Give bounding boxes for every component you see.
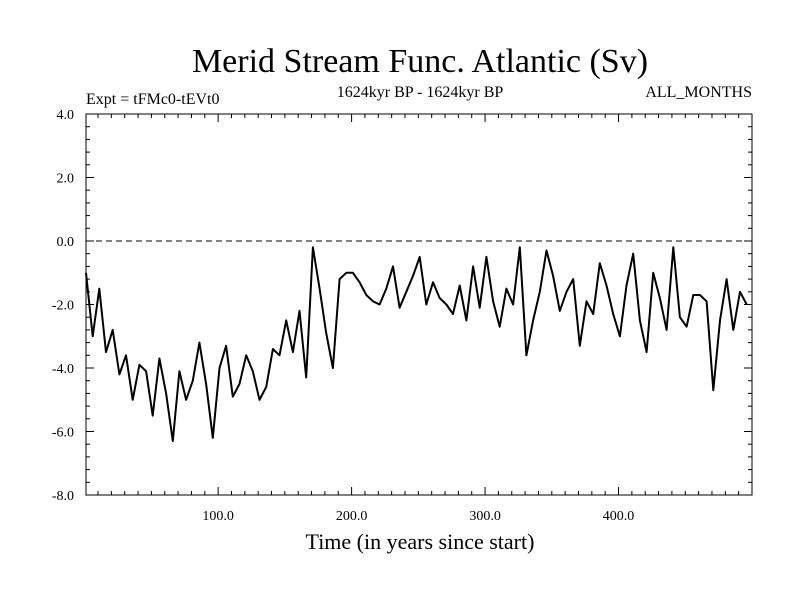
y-tick-label: 2.0: [57, 172, 75, 187]
series-line: [85, 246, 748, 442]
y-tick-label: 0.0: [57, 235, 75, 250]
x-axis: 100.0 200.0 300.0 400.0: [97, 114, 740, 524]
y-tick-label: -6.0: [52, 426, 74, 441]
x-axis-label: Time (in years since start): [306, 529, 535, 554]
x-tick-label: 400.0: [603, 509, 635, 524]
x-tick-label: 300.0: [469, 509, 501, 524]
y-tick-label: -8.0: [52, 489, 74, 504]
months-label: ALL_MONTHS: [645, 84, 752, 101]
chart-title: Merid Stream Func. Atlantic (Sv): [192, 43, 648, 80]
y-axis: 4.0 2.0 0.0 -2.0 -4.0 -6.0 -8.0: [52, 108, 752, 504]
y-tick-label: -4.0: [52, 362, 74, 377]
time-range-label: 1624kyr BP - 1624kyr BP: [337, 84, 504, 101]
y-tick-label: 4.0: [57, 108, 75, 123]
x-tick-label: 200.0: [336, 509, 368, 524]
experiment-label: Expt = tFMc0-tEVt0: [86, 91, 219, 108]
x-tick-label: 100.0: [202, 509, 234, 524]
y-tick-label: -2.0: [52, 299, 74, 314]
